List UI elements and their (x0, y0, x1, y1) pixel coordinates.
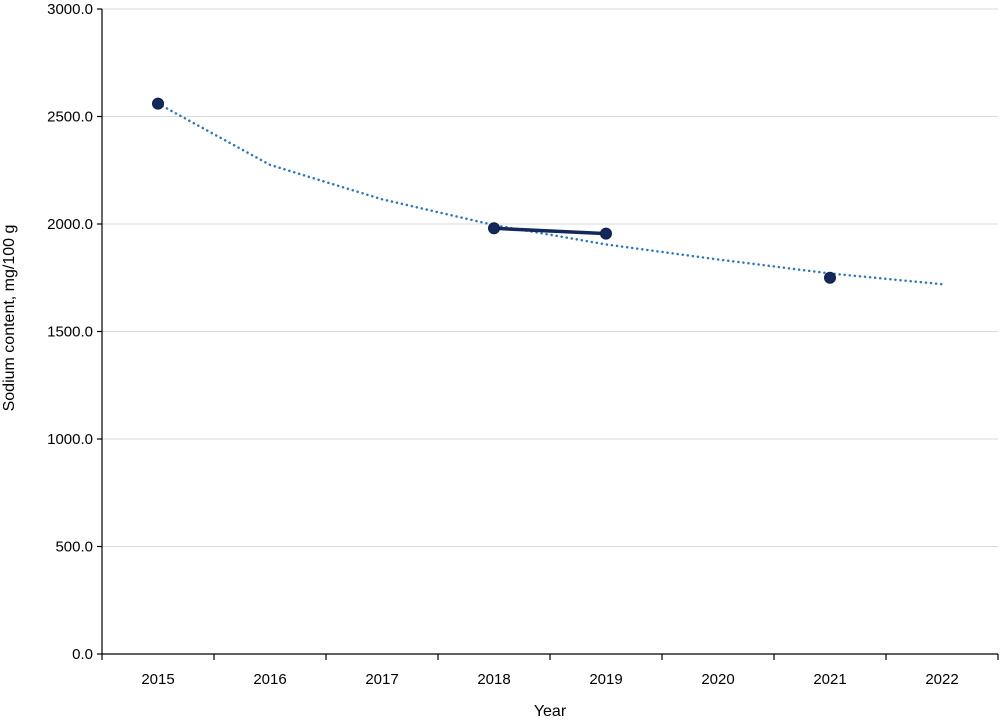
data-point (488, 222, 500, 235)
tick-labels: 0.0 500.0 1000.0 1500.0 2000.0 2500.0 3000.0 20… (47, 1, 959, 688)
x-tick-label: 2016 (253, 671, 286, 688)
y-tick-label: 2000.0 (47, 216, 93, 233)
x-axis-title: Year (534, 703, 567, 720)
x-tick-label: 2020 (701, 671, 734, 688)
y-tick-label: 1500.0 (47, 324, 93, 341)
y-tick-label: 1000.0 (47, 431, 93, 448)
data-point (600, 227, 612, 240)
data-point (152, 97, 164, 110)
y-axis-title: Sodium content, mg/100 g (1, 225, 18, 412)
x-tick-label: 2018 (477, 671, 510, 688)
trendline (156, 102, 944, 286)
data-series (152, 97, 836, 284)
trendline-path (156, 102, 944, 286)
x-tick-label: 2021 (813, 671, 846, 688)
axes (97, 8, 999, 660)
x-tick-label: 2015 (141, 671, 174, 688)
y-tick-label: 3000.0 (47, 1, 93, 18)
x-tick-label: 2019 (589, 671, 622, 688)
y-tick-label: 2500.0 (47, 109, 93, 126)
data-point (824, 271, 836, 284)
y-tick-label: 0.0 (72, 646, 93, 663)
series-line-segment (492, 226, 608, 236)
x-tick-label: 2022 (925, 671, 958, 688)
gridlines (102, 8, 998, 547)
y-tick-label: 500.0 (55, 539, 93, 556)
x-tick-label: 2017 (365, 671, 398, 688)
